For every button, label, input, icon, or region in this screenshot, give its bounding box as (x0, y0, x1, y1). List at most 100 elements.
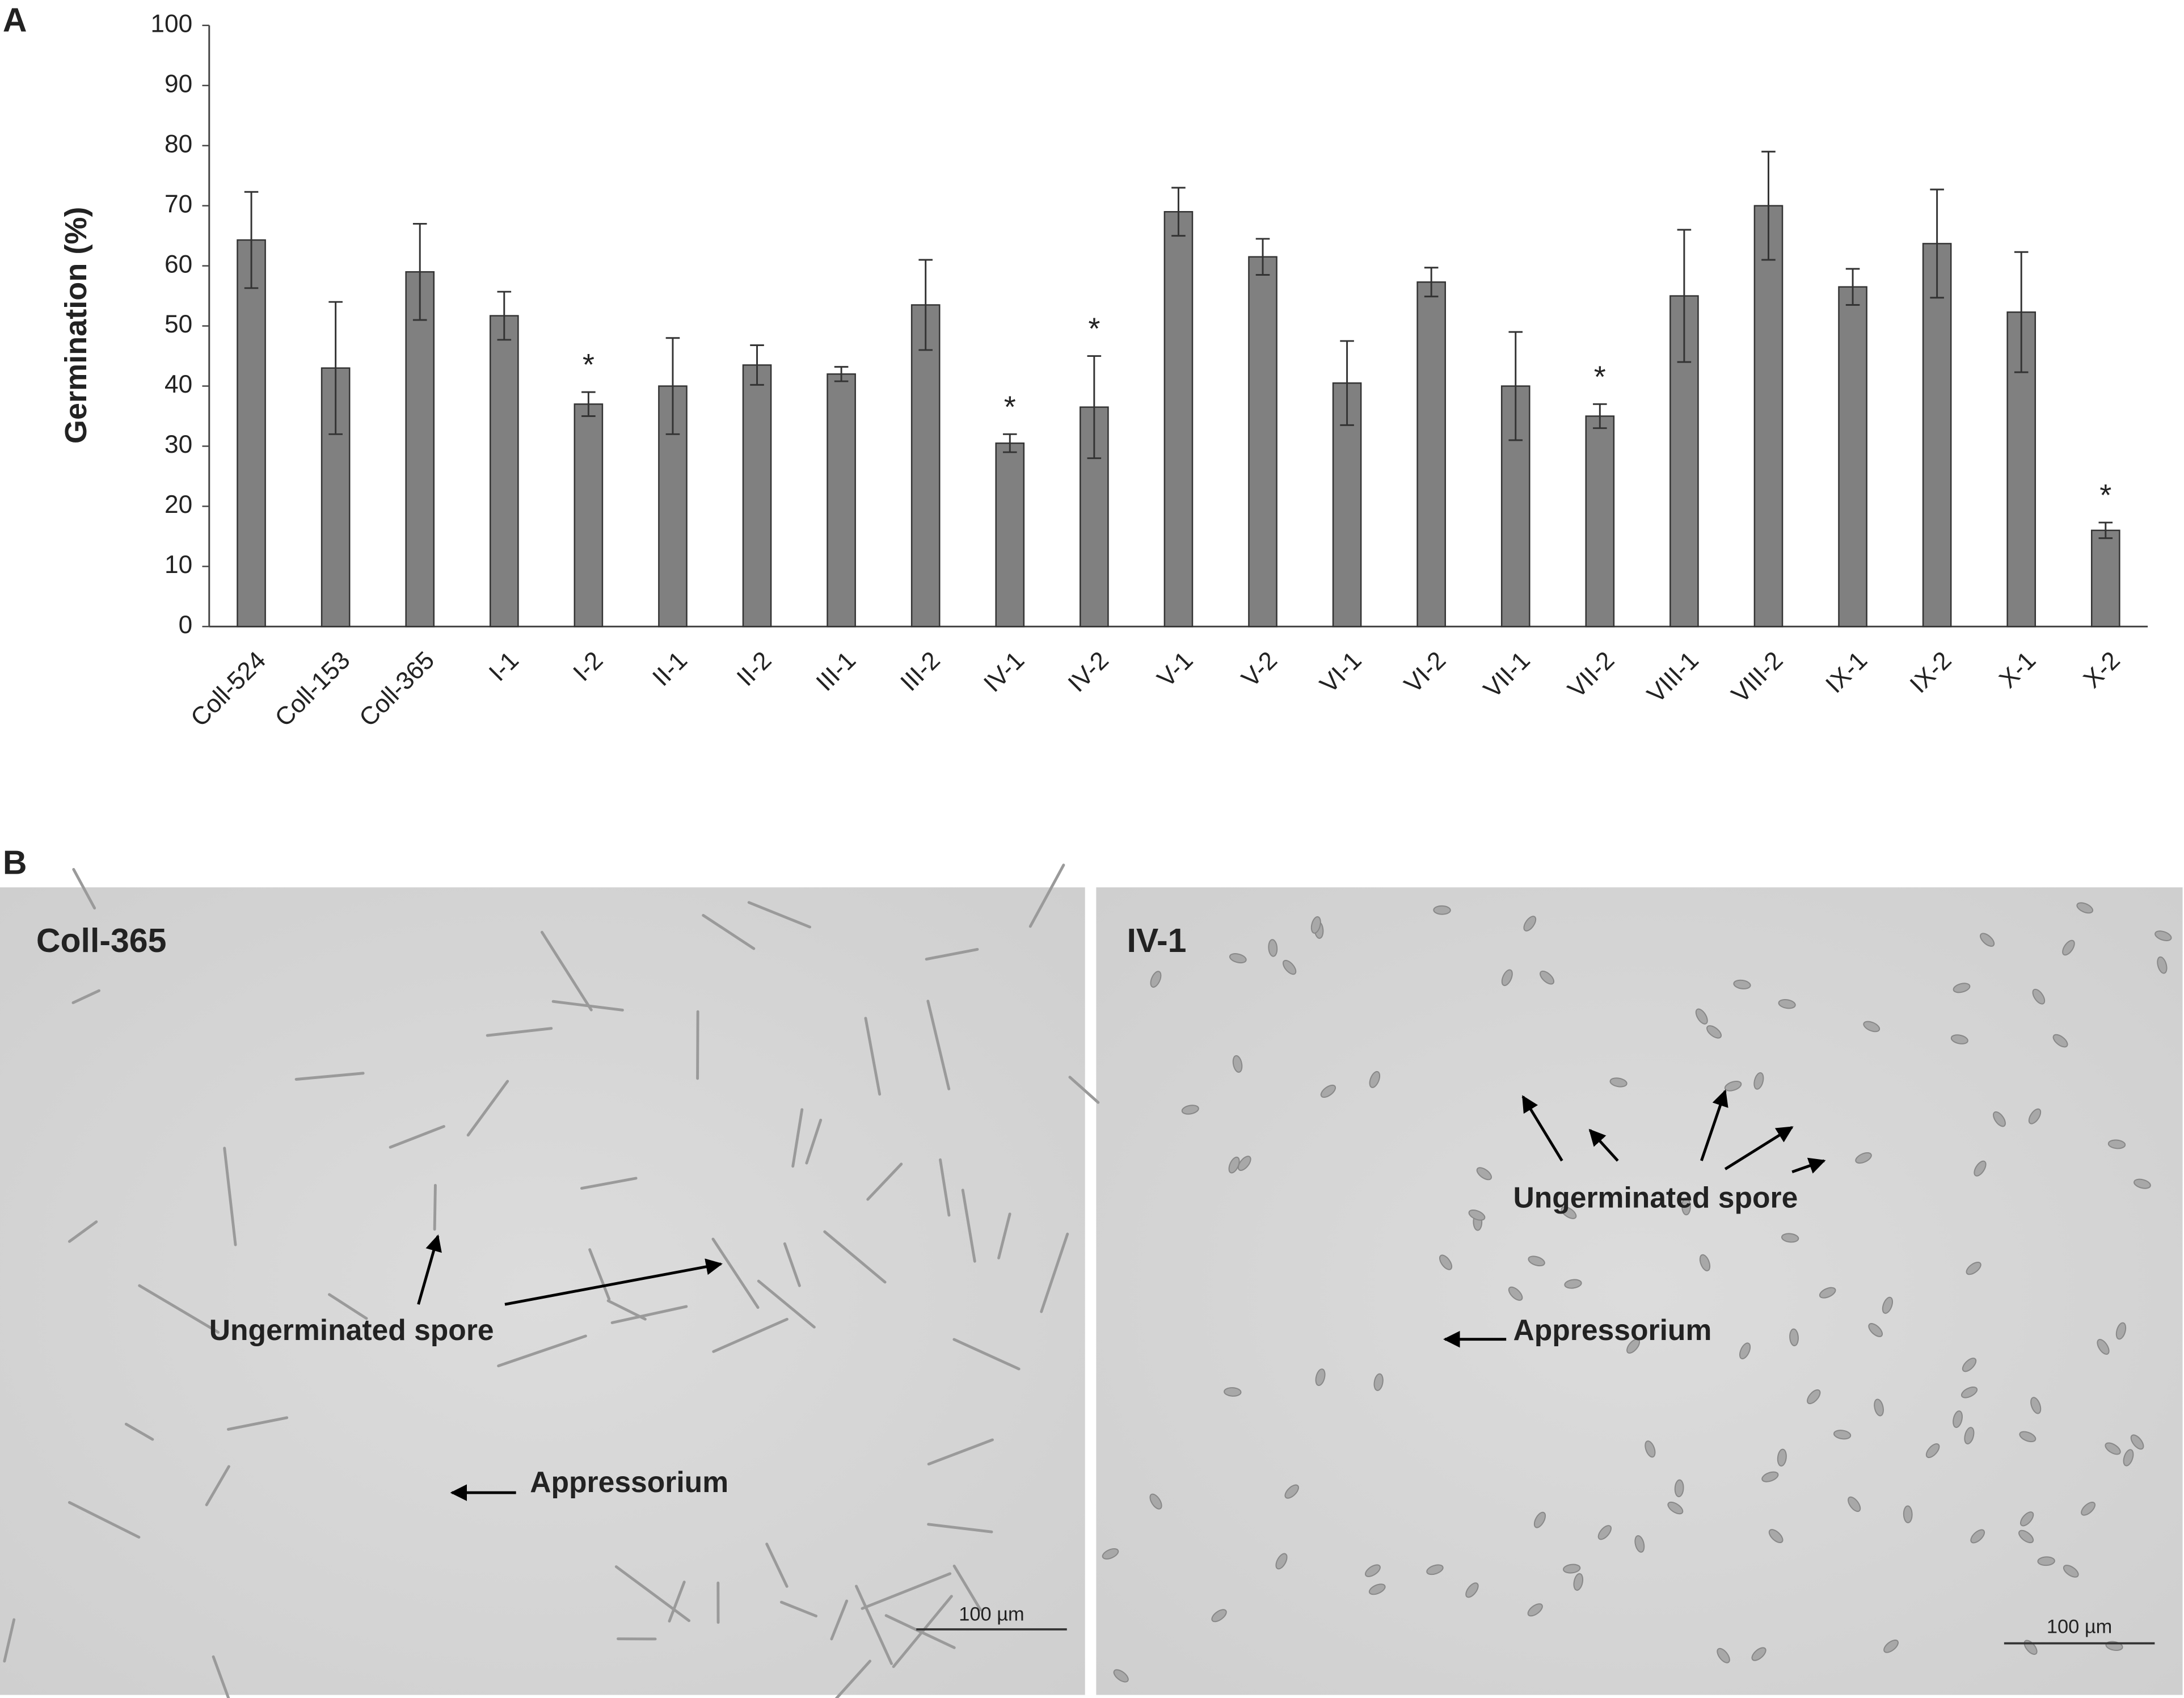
bar (742, 364, 772, 627)
spore (1778, 999, 1796, 1009)
scale-bar-label: 100 µm (2047, 1616, 2112, 1638)
spore (1789, 1328, 1799, 1347)
y-tick-label: 50 (165, 310, 192, 338)
bar (574, 403, 604, 627)
error-bar (1087, 355, 1102, 460)
hypha (927, 1438, 994, 1466)
error-bar (1340, 340, 1354, 426)
micrograph (0, 887, 1085, 1695)
error-bar (1508, 331, 1523, 441)
spore (1315, 1368, 1326, 1387)
spore (1113, 1669, 1129, 1683)
hypha (925, 947, 979, 961)
spore (1150, 971, 1162, 988)
hypha (834, 1659, 872, 1698)
error-bar (1171, 187, 1186, 237)
x-tick-label: I-2 (568, 646, 608, 686)
bar (1838, 286, 1867, 627)
spore (1533, 1511, 1546, 1528)
spore (2123, 1449, 2134, 1467)
bar (1416, 281, 1446, 627)
hypha (614, 1565, 691, 1623)
spore (1561, 1206, 1577, 1219)
bar (1922, 243, 1952, 627)
spore (1433, 905, 1451, 915)
hypha (551, 1000, 624, 1012)
spore (1228, 1156, 1240, 1174)
spore (1974, 1160, 1987, 1177)
spore (1751, 1647, 1766, 1661)
annotation: Appressorium (1513, 1313, 1711, 1346)
y-tick-label: 30 (165, 431, 192, 458)
x-tick-label: V-1 (1152, 646, 1199, 693)
spore (1102, 1548, 1119, 1560)
error-bar (918, 259, 933, 351)
spore (1753, 1072, 1764, 1090)
spore (1807, 1389, 1821, 1405)
spore (1717, 1648, 1730, 1663)
spore (2155, 930, 2172, 942)
hypha (866, 1162, 903, 1201)
bar (321, 367, 351, 627)
spore (1465, 1582, 1479, 1598)
spore (1739, 1342, 1751, 1359)
bar (489, 315, 519, 627)
spore (1964, 1427, 1975, 1444)
spore (1508, 1286, 1523, 1301)
spore (1426, 1564, 1444, 1575)
hypha (328, 1293, 368, 1320)
hypha (927, 1523, 993, 1533)
x-tick-label: V-2 (1236, 646, 1283, 693)
x-tick-label: IX-2 (1905, 646, 1957, 698)
spore (2157, 956, 2168, 974)
error-bar (1593, 403, 1607, 429)
hypha (610, 1305, 688, 1324)
y-tick-label: 10 (165, 551, 192, 579)
spore (1833, 1430, 1852, 1440)
hypha (747, 901, 812, 929)
annotation: Appressorium (530, 1465, 728, 1498)
y-tick-label: 60 (165, 250, 192, 278)
spore (1883, 1640, 1899, 1653)
hypha (855, 1585, 893, 1665)
error-bar (665, 337, 680, 435)
hypha (212, 1655, 230, 1698)
hypha (205, 1465, 230, 1506)
x-tick-label: VII-1 (1478, 646, 1536, 703)
hypha (540, 930, 593, 1012)
hypha (861, 1572, 952, 1610)
hypha (884, 1614, 956, 1649)
spore (1819, 1287, 1836, 1299)
spore (1970, 1529, 1985, 1544)
scale-bar-label: 100 µm (959, 1604, 1024, 1625)
spore (2115, 1322, 2127, 1340)
spore (1777, 1448, 1787, 1467)
spore (1626, 1338, 1641, 1354)
spore (1597, 1525, 1612, 1540)
error-bar (412, 222, 427, 321)
spore (2105, 1442, 2121, 1455)
hypha (1028, 863, 1065, 928)
error-bar (1761, 150, 1776, 261)
x-tick-label: II-2 (732, 646, 777, 692)
error-bar (1845, 268, 1860, 306)
spore (1527, 1603, 1543, 1617)
spore (1523, 916, 1537, 932)
bar (995, 442, 1025, 627)
hypha (711, 1237, 760, 1309)
spore (1724, 1080, 1742, 1092)
spore (1962, 1358, 1977, 1372)
spore (1275, 1553, 1288, 1570)
spore (2032, 988, 2046, 1005)
spore (1237, 1156, 1251, 1171)
spore (1645, 1440, 1656, 1458)
error-bar (1424, 267, 1439, 298)
bar (2090, 529, 2120, 627)
error-bar (750, 344, 764, 386)
hypha (72, 867, 96, 910)
spore (1874, 1398, 1884, 1417)
hypha (223, 1147, 237, 1246)
spore (1476, 1167, 1492, 1181)
hypha (712, 1317, 789, 1353)
bar (1163, 211, 1194, 627)
